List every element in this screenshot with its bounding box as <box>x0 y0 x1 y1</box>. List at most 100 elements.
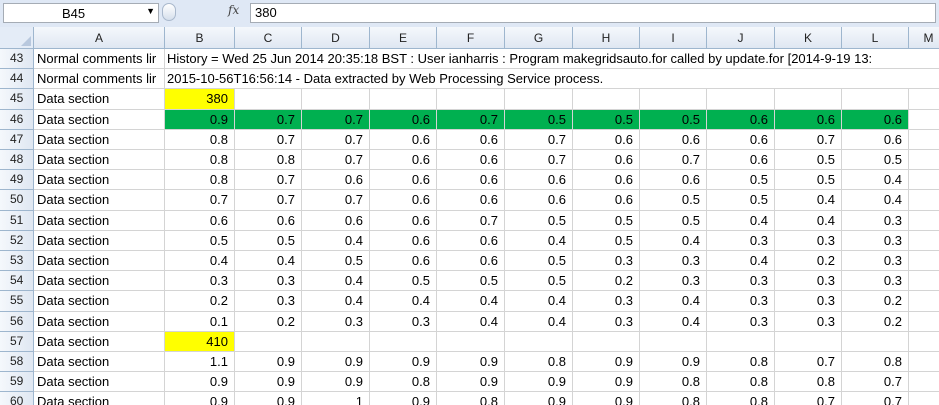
cell-k[interactable]: 0.6 <box>775 109 842 130</box>
cell-a[interactable]: Normal comments lir <box>34 49 165 70</box>
cell-c[interactable]: 0.9 <box>235 372 302 393</box>
cell-h[interactable]: 0.5 <box>573 210 640 231</box>
cell-c[interactable]: 0.7 <box>235 129 302 150</box>
cell-i[interactable]: 0.4 <box>640 230 707 251</box>
row-header[interactable]: 47 <box>0 129 34 150</box>
column-header-h[interactable]: H <box>573 27 640 49</box>
cell-j[interactable]: 0.4 <box>707 251 775 272</box>
cell-b[interactable]: 0.8 <box>165 170 235 191</box>
row-header[interactable]: 53 <box>0 251 34 272</box>
cell-a[interactable]: Data section <box>34 210 165 231</box>
cell-f[interactable]: 0.6 <box>437 190 505 211</box>
row-header[interactable]: 52 <box>0 230 34 251</box>
cell-m[interactable] <box>909 211 939 231</box>
cell-a[interactable]: Data section <box>34 150 165 171</box>
cell-i[interactable]: 0.7 <box>640 150 707 171</box>
cell-b[interactable]: 380 <box>165 89 235 110</box>
cell-l[interactable]: 0.2 <box>842 311 909 332</box>
column-header-a[interactable]: A <box>34 27 165 49</box>
row-header[interactable]: 45 <box>0 89 34 110</box>
cell-k[interactable]: 0.7 <box>775 129 842 150</box>
cell-d[interactable]: 0.9 <box>302 372 370 393</box>
cell-e[interactable]: 0.6 <box>370 190 437 211</box>
cell-m[interactable] <box>909 332 939 352</box>
cell-e[interactable]: 0.6 <box>370 230 437 251</box>
cell-a[interactable]: Data section <box>34 251 165 272</box>
cell-k[interactable]: 0.3 <box>775 271 842 292</box>
cell-h[interactable]: 0.6 <box>573 150 640 171</box>
cell-g[interactable]: 0.5 <box>505 210 573 231</box>
cell-j[interactable]: 0.6 <box>707 129 775 150</box>
cell-f[interactable]: 0.4 <box>437 291 505 312</box>
cell-i[interactable]: 0.5 <box>640 190 707 211</box>
cell-k[interactable]: 0.3 <box>775 230 842 251</box>
row-header[interactable]: 54 <box>0 271 34 292</box>
cell-h[interactable]: 0.3 <box>573 311 640 332</box>
row-header[interactable]: 60 <box>0 392 34 405</box>
cell-l[interactable]: 0.8 <box>842 352 909 373</box>
row-header[interactable]: 49 <box>0 170 34 191</box>
cell-c[interactable]: 0.3 <box>235 271 302 292</box>
cell-h[interactable]: 0.6 <box>573 170 640 191</box>
cell-g[interactable]: 0.4 <box>505 311 573 332</box>
cell-a[interactable]: Data section <box>34 129 165 150</box>
cell-a[interactable]: Data section <box>34 331 165 352</box>
cell-e[interactable]: 0.9 <box>370 392 437 405</box>
cell-j[interactable]: 0.3 <box>707 271 775 292</box>
cell-b[interactable]: 0.8 <box>165 150 235 171</box>
cell-b[interactable]: 0.6 <box>165 210 235 231</box>
cell-f[interactable]: 0.5 <box>437 271 505 292</box>
cell-b[interactable]: 0.9 <box>165 109 235 130</box>
cell-i[interactable]: 0.8 <box>640 392 707 405</box>
cell-g[interactable]: 0.5 <box>505 251 573 272</box>
cell-j[interactable]: 0.6 <box>707 150 775 171</box>
row-header[interactable]: 43 <box>0 49 34 70</box>
insert-function-icon[interactable]: fx <box>228 3 240 17</box>
cell-f[interactable]: 0.7 <box>437 109 505 130</box>
cell-e[interactable]: 0.4 <box>370 291 437 312</box>
row-header[interactable]: 46 <box>0 109 34 130</box>
cell-m[interactable] <box>909 130 939 150</box>
cell-e[interactable]: 0.9 <box>370 352 437 373</box>
cell-h[interactable] <box>573 331 640 352</box>
cell-d[interactable]: 0.4 <box>302 271 370 292</box>
row-header[interactable]: 59 <box>0 372 34 393</box>
cell-c[interactable]: 0.4 <box>235 251 302 272</box>
cell-f[interactable]: 0.9 <box>437 372 505 393</box>
cell-l[interactable]: 0.6 <box>842 109 909 130</box>
cell-k[interactable] <box>775 331 842 352</box>
row-header[interactable]: 55 <box>0 291 34 312</box>
cell-m[interactable] <box>909 231 939 251</box>
cell-l[interactable]: 0.4 <box>842 190 909 211</box>
cell-b[interactable]: 0.5 <box>165 230 235 251</box>
column-header-f[interactable]: F <box>437 27 505 49</box>
cell-b-comment[interactable]: 2015-10-56T16:56:14 - Data extracted by … <box>165 69 939 90</box>
cell-j[interactable] <box>707 89 775 110</box>
cell-c[interactable]: 0.5 <box>235 230 302 251</box>
cell-e[interactable] <box>370 89 437 110</box>
cell-a[interactable]: Data section <box>34 311 165 332</box>
cell-d[interactable]: 0.7 <box>302 109 370 130</box>
row-header[interactable]: 57 <box>0 331 34 352</box>
cell-e[interactable] <box>370 331 437 352</box>
cell-m[interactable] <box>909 352 939 373</box>
cell-a[interactable]: Data section <box>34 291 165 312</box>
row-header[interactable]: 50 <box>0 190 34 211</box>
cell-e[interactable]: 0.5 <box>370 271 437 292</box>
cell-m[interactable] <box>909 170 939 191</box>
cell-k[interactable]: 0.7 <box>775 392 842 405</box>
cell-g[interactable]: 0.5 <box>505 109 573 130</box>
cell-a[interactable]: Data section <box>34 271 165 292</box>
cell-m[interactable] <box>909 312 939 332</box>
column-header-j[interactable]: J <box>707 27 775 49</box>
cell-b[interactable]: 0.1 <box>165 311 235 332</box>
cell-i[interactable]: 0.6 <box>640 129 707 150</box>
chevron-down-icon[interactable]: ▼ <box>146 6 155 16</box>
cell-a[interactable]: Data section <box>34 392 165 405</box>
cell-a[interactable]: Data section <box>34 372 165 393</box>
column-header-m[interactable]: M <box>909 27 939 49</box>
cell-e[interactable]: 0.6 <box>370 150 437 171</box>
cell-m[interactable] <box>909 271 939 292</box>
cell-l[interactable]: 0.4 <box>842 170 909 191</box>
